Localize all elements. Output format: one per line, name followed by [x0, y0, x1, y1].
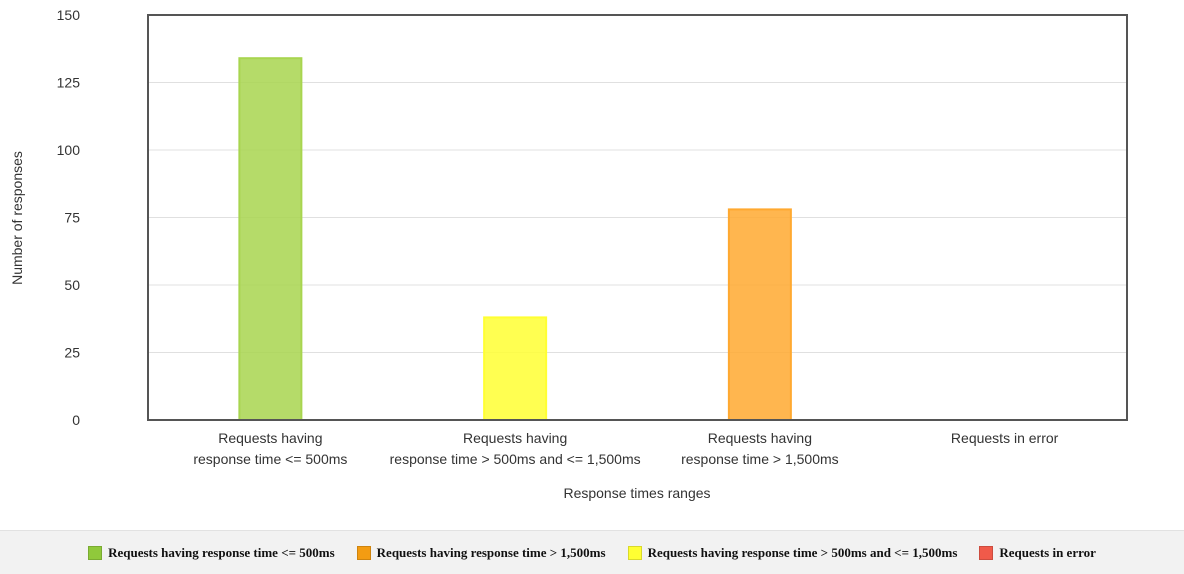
legend-swatch	[979, 545, 994, 560]
legend-label: Requests in error	[999, 544, 1096, 560]
plot-frame	[147, 14, 1128, 421]
bars	[238, 57, 792, 421]
y-tick-label: 25	[64, 345, 80, 361]
y-tick-label: 150	[57, 7, 81, 23]
y-tick-label: 50	[64, 277, 80, 293]
y-axis-ticks: 0 25 50 75 100 125 150	[57, 7, 81, 428]
y-axis-label: Number of responses	[9, 151, 25, 285]
legend-swatch	[88, 545, 103, 560]
legend-swatch	[627, 545, 642, 560]
legend: Requests having response time <= 500ms R…	[0, 530, 1184, 574]
x-tick-label: Requests having	[463, 430, 567, 446]
x-tick-label: response time <= 500ms	[193, 451, 347, 467]
y-tick-label: 125	[57, 75, 81, 91]
x-axis-ticks: Requests having response time <= 500ms Req…	[193, 430, 1058, 467]
x-tick-label: Requests having	[708, 430, 812, 446]
y-tick-label: 0	[72, 412, 80, 428]
bar[interactable]	[483, 316, 548, 421]
x-tick-label: Requests having	[218, 430, 322, 446]
legend-item-slow[interactable]: Requests having response time > 1,500ms	[356, 544, 606, 561]
legend-item-medium[interactable]: Requests having response time > 500ms an…	[627, 544, 958, 561]
legend-label: Requests having response time <= 500ms	[108, 544, 335, 560]
x-tick-label: response time > 1,500ms	[681, 451, 839, 467]
legend-label: Requests having response time > 1,500ms	[376, 544, 606, 560]
response-time-chart: 0 25 50 75 100 125 150 Requests having response…	[9, 7, 1128, 501]
bar[interactable]	[727, 208, 792, 421]
x-axis-label: Response times ranges	[563, 485, 710, 501]
legend-item-fast[interactable]: Requests having response time <= 500ms	[88, 545, 335, 561]
legend-label: Requests having response time > 500ms an…	[647, 544, 958, 560]
x-tick-label: Requests in error	[951, 430, 1059, 446]
y-tick-label: 75	[64, 210, 80, 226]
legend-swatch	[356, 545, 371, 560]
x-tick-label: response time > 500ms and <= 1,500ms	[390, 451, 641, 467]
bar[interactable]	[238, 57, 303, 421]
legend-item-error[interactable]: Requests in error	[979, 545, 1096, 561]
y-tick-label: 100	[57, 142, 81, 158]
